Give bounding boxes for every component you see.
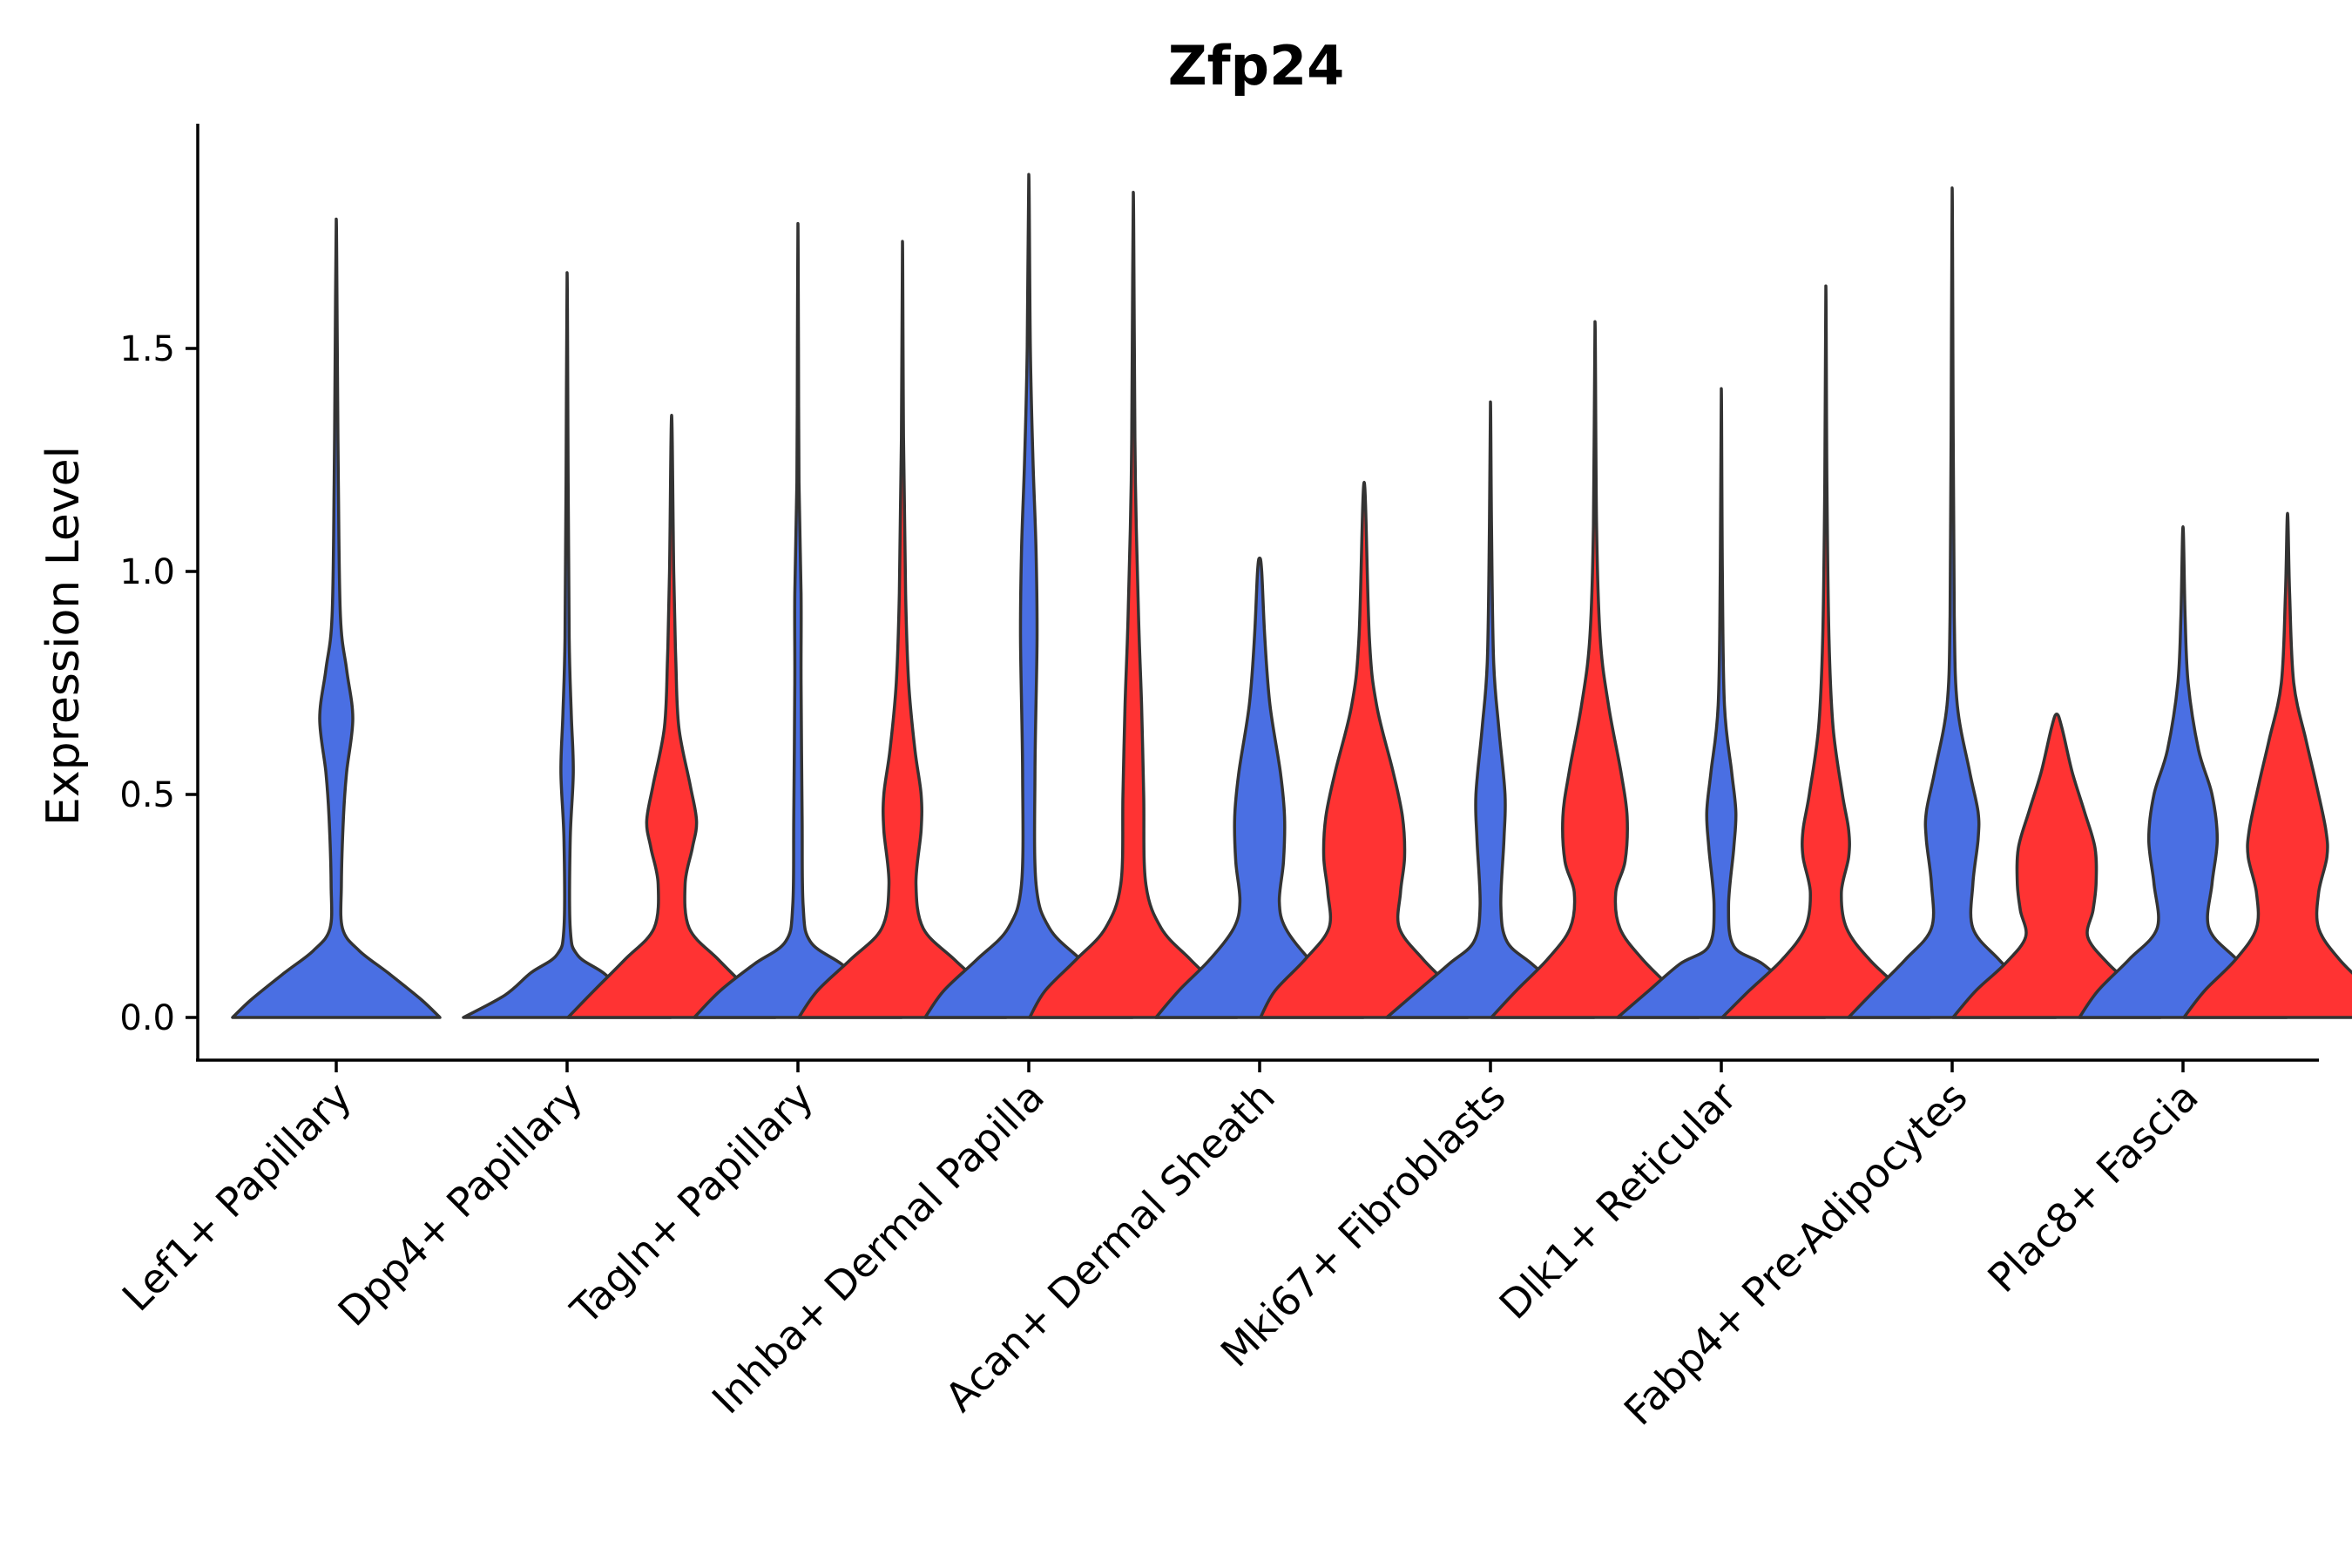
violin-group2: [566, 414, 777, 1019]
x-tick-label: Lef1+ Papillary: [113, 1073, 361, 1321]
y-tick-label: 0.0: [119, 998, 175, 1038]
y-tick-label: 1.5: [119, 329, 175, 369]
violin-group2: [1259, 480, 1470, 1019]
y-tick-label: 1.0: [119, 552, 175, 592]
violin-group1: [231, 217, 442, 1019]
y-axis-label: Expression Level: [37, 446, 90, 826]
violin-layer: [231, 172, 2352, 1019]
violin-group1: [1616, 387, 1827, 1019]
y-tick-label: 0.5: [119, 775, 175, 815]
violin-group2: [2182, 511, 2352, 1019]
violin-group1: [1847, 186, 2058, 1019]
violin-group2: [1028, 191, 1239, 1019]
x-tick-label: Plac8+ Fascia: [1978, 1073, 2207, 1301]
violin-group1: [923, 172, 1134, 1019]
violin-group1: [693, 221, 903, 1019]
violin-group1: [1385, 400, 1596, 1019]
violin-group2: [797, 240, 1008, 1019]
x-tick-label: Dpp4+ Papillary: [329, 1073, 591, 1335]
y-ticks: 0.0 0.5 1.0 1.5: [119, 329, 198, 1038]
violin-group2: [1720, 284, 1931, 1019]
chart-title: Zfp24: [1168, 34, 1345, 98]
violin-group1: [2078, 525, 2288, 1019]
violin-group1: [1154, 556, 1365, 1019]
violin-group2: [1951, 713, 2162, 1019]
x-tick-label: Dlk1+ Reticular: [1490, 1073, 1746, 1328]
violin-group2: [1490, 320, 1700, 1019]
x-tick-label: Tagln+ Papillary: [561, 1073, 822, 1335]
violin-group1: [462, 271, 672, 1019]
